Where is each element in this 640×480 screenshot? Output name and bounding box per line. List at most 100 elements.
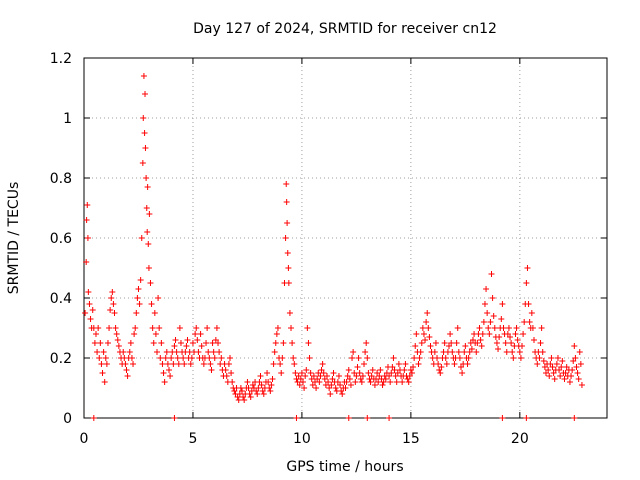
data-point	[548, 355, 555, 361]
data-point	[216, 349, 223, 355]
data-point	[508, 340, 515, 346]
data-point	[210, 349, 217, 355]
data-point	[175, 361, 182, 367]
data-point	[521, 319, 528, 325]
data-point	[100, 349, 107, 355]
data-point	[151, 310, 158, 316]
data-point	[167, 373, 174, 379]
data-point	[549, 364, 556, 370]
data-point	[437, 370, 444, 376]
data-point	[176, 325, 183, 331]
data-point	[512, 331, 519, 337]
data-point	[578, 382, 585, 388]
data-point	[505, 325, 512, 331]
data-point	[282, 235, 289, 241]
data-point	[489, 295, 496, 301]
data-point	[559, 358, 566, 364]
data-point	[103, 361, 110, 367]
data-point	[206, 355, 213, 361]
data-point	[441, 340, 448, 346]
data-point	[307, 370, 314, 376]
data-point	[546, 373, 553, 379]
data-point	[422, 337, 429, 343]
data-point	[285, 265, 292, 271]
data-point	[296, 382, 303, 388]
y-tick-label: 0.6	[50, 231, 72, 247]
data-point	[273, 331, 280, 337]
data-point	[432, 340, 439, 346]
zero-data-point	[386, 415, 393, 421]
data-point	[164, 361, 171, 367]
data-point	[451, 361, 458, 367]
x-tick-label: 0	[80, 431, 89, 447]
data-point	[577, 361, 584, 367]
zero-data-point	[90, 415, 97, 421]
data-point	[159, 361, 166, 367]
data-point	[154, 349, 161, 355]
data-point	[162, 355, 169, 361]
data-point	[124, 373, 131, 379]
data-point	[306, 355, 313, 361]
data-point	[520, 331, 527, 337]
data-point	[148, 301, 155, 307]
zero-data-point	[523, 415, 530, 421]
data-point	[388, 370, 395, 376]
data-point	[335, 373, 342, 379]
data-point	[420, 331, 427, 337]
data-point	[412, 343, 419, 349]
data-point	[163, 349, 170, 355]
data-point	[165, 367, 172, 373]
data-point	[174, 355, 181, 361]
data-point	[415, 361, 422, 367]
data-point	[142, 145, 149, 151]
data-point	[358, 379, 365, 385]
data-point	[247, 394, 254, 400]
data-point	[143, 205, 150, 211]
data-point	[89, 307, 96, 313]
data-point	[130, 361, 137, 367]
data-point	[131, 331, 138, 337]
data-point	[443, 361, 450, 367]
data-point	[211, 355, 218, 361]
data-point	[411, 355, 418, 361]
data-point	[102, 355, 109, 361]
data-point	[160, 370, 167, 376]
data-point	[484, 310, 491, 316]
data-point	[438, 364, 445, 370]
data-point	[284, 250, 291, 256]
data-point	[539, 349, 546, 355]
data-point	[189, 340, 196, 346]
data-point	[197, 331, 204, 337]
data-point	[405, 379, 412, 385]
data-point	[401, 367, 408, 373]
data-point	[109, 289, 116, 295]
data-point	[82, 310, 89, 316]
data-point	[237, 385, 244, 391]
data-point	[327, 391, 334, 397]
data-point	[339, 391, 346, 397]
data-point	[280, 340, 287, 346]
data-point	[526, 319, 533, 325]
x-axis-title: GPS time / hours	[286, 459, 403, 475]
data-point	[106, 325, 113, 331]
data-point	[158, 340, 165, 346]
data-point	[354, 364, 361, 370]
data-point	[468, 346, 475, 352]
data-point	[303, 367, 310, 373]
data-point	[138, 235, 145, 241]
data-point	[325, 379, 332, 385]
data-point	[413, 331, 420, 337]
data-point	[305, 340, 312, 346]
data-point	[387, 379, 394, 385]
chart-title: Day 127 of 2024, SRMTID for receiver cn1…	[193, 21, 497, 37]
data-point	[390, 355, 397, 361]
data-point	[575, 376, 582, 382]
data-point	[519, 343, 526, 349]
data-point	[346, 376, 353, 382]
data-point	[113, 331, 120, 337]
data-point	[101, 379, 108, 385]
data-point	[365, 370, 372, 376]
data-point	[363, 340, 370, 346]
data-point	[83, 259, 90, 265]
data-point	[337, 382, 344, 388]
